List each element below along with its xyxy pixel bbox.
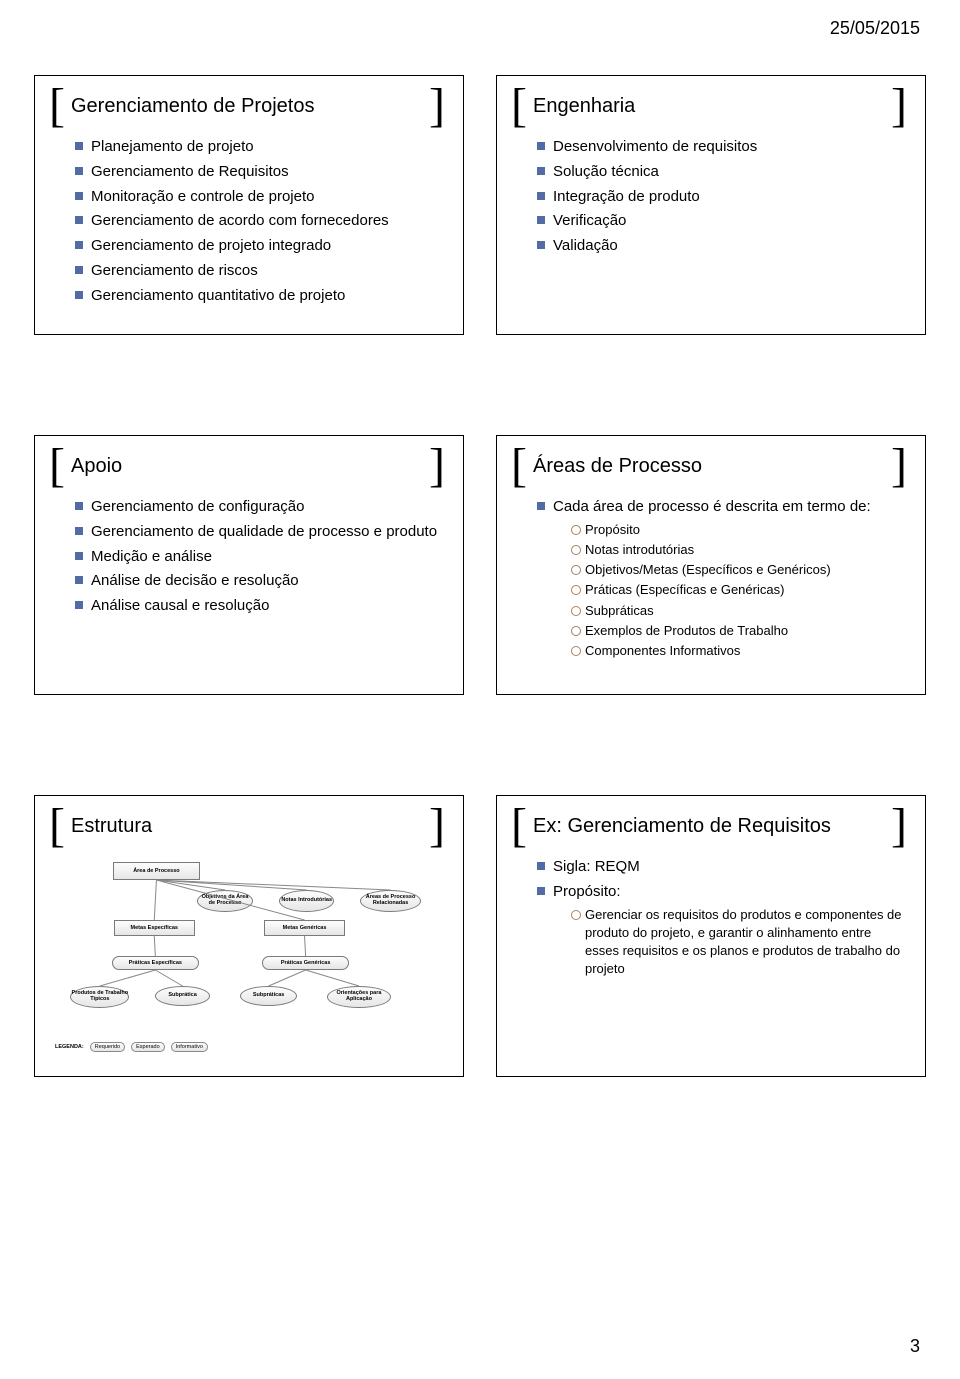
estrutura-diagram: Área de Processo Objetivos da Área de Pro… — [53, 856, 445, 1056]
bullet-list: Sigla: REQM Propósito: Gerenciar os requ… — [515, 856, 907, 978]
legend-chip: Esperado — [131, 1042, 165, 1052]
slide-title: Áreas de Processo — [527, 455, 891, 478]
slide-title: Apoio — [65, 455, 429, 478]
bracket-left: [ — [511, 450, 527, 482]
sub-item: Subpráticas — [571, 602, 907, 620]
list-item: Gerenciamento quantitativo de projeto — [75, 285, 445, 307]
item-text: Cada área de processo é descrita em term… — [553, 498, 871, 515]
item-text: Propósito: — [553, 883, 621, 900]
diagram-node: Práticas Específicas — [112, 956, 199, 970]
bullet-list: Cada área de processo é descrita em term… — [515, 496, 907, 660]
diagram-node: Produtos de Trabalho Típicos — [70, 986, 129, 1008]
slide-apoio: [ Apoio ] Gerenciamento de configuração … — [34, 435, 464, 695]
list-item: Gerenciamento de riscos — [75, 260, 445, 282]
slide-title-wrap: [ Ex: Gerenciamento de Requisitos ] — [511, 810, 907, 842]
bracket-left: [ — [511, 90, 527, 122]
slide-title-wrap: [ Áreas de Processo ] — [511, 450, 907, 482]
sub-item: Exemplos de Produtos de Trabalho — [571, 622, 907, 640]
bracket-right: ] — [891, 450, 907, 482]
slide-estrutura: [ Estrutura ] Área de Processo Objetivos … — [34, 795, 464, 1077]
list-item: Solução técnica — [537, 161, 907, 183]
diagram-legend: LEGENDA:RequeridoEsperadoInformativo — [55, 1042, 208, 1052]
slide-reqm: [ Ex: Gerenciamento de Requisitos ] Sigl… — [496, 795, 926, 1077]
sub-item: Propósito — [571, 521, 907, 539]
bracket-right: ] — [891, 810, 907, 842]
diagram-node: Subprática — [155, 986, 209, 1006]
diagram-node: Notas Introdutórias — [279, 890, 333, 912]
list-item: Cada área de processo é descrita em term… — [537, 496, 907, 660]
list-item: Gerenciamento de projeto integrado — [75, 235, 445, 257]
list-item: Validação — [537, 235, 907, 257]
list-item: Gerenciamento de configuração — [75, 496, 445, 518]
list-item: Medição e análise — [75, 546, 445, 568]
slide-title-wrap: [ Apoio ] — [49, 450, 445, 482]
list-item: Desenvolvimento de requisitos — [537, 136, 907, 158]
list-item: Integração de produto — [537, 186, 907, 208]
bracket-left: [ — [511, 810, 527, 842]
list-item: Gerenciamento de acordo com fornecedores — [75, 210, 445, 232]
slide-title: Estrutura — [65, 815, 429, 838]
sub-list: Gerenciar os requisitos do produtos e co… — [553, 906, 907, 979]
sub-item: Objetivos/Metas (Específicos e Genéricos… — [571, 561, 907, 579]
diagram-node: Orientações para Aplicação — [327, 986, 390, 1008]
list-item: Monitoração e controle de projeto — [75, 186, 445, 208]
diagram-node: Área de Processo — [113, 862, 200, 880]
legend-chip: Requerido — [90, 1042, 125, 1052]
slide-title-wrap: [ Gerenciamento de Projetos ] — [49, 90, 445, 122]
diagram-node: Práticas Genéricas — [262, 956, 349, 970]
diagram-node: Metas Genéricas — [264, 920, 345, 936]
bracket-right: ] — [429, 450, 445, 482]
slide-title-wrap: [ Engenharia ] — [511, 90, 907, 122]
slide-title-wrap: [ Estrutura ] — [49, 810, 445, 842]
slide-grid: [ Gerenciamento de Projetos ] Planejamen… — [34, 75, 926, 1077]
page-date: 25/05/2015 — [830, 18, 920, 39]
bracket-left: [ — [49, 810, 65, 842]
bracket-right: ] — [891, 90, 907, 122]
list-item: Análise de decisão e resolução — [75, 570, 445, 592]
legend-chip: Informativo — [171, 1042, 208, 1052]
slide-title: Engenharia — [527, 95, 891, 118]
diagram-node: Objetivos da Área de Processo — [197, 890, 254, 912]
bracket-left: [ — [49, 90, 65, 122]
diagram-node: Áreas de Processo Relacionadas — [360, 890, 421, 912]
list-item: Planejamento de projeto — [75, 136, 445, 158]
bracket-right: ] — [429, 90, 445, 122]
list-item: Análise causal e resolução — [75, 595, 445, 617]
list-item: Sigla: REQM — [537, 856, 907, 878]
diagram-node: Subpráticas — [240, 986, 297, 1006]
bracket-left: [ — [49, 450, 65, 482]
sub-item: Notas introdutórias — [571, 541, 907, 559]
bullet-list: Planejamento de projeto Gerenciamento de… — [53, 136, 445, 306]
sub-item: Componentes Informativos — [571, 642, 907, 660]
list-item: Gerenciamento de Requisitos — [75, 161, 445, 183]
slide-title: Gerenciamento de Projetos — [65, 95, 429, 118]
slide-gerenciamento-projetos: [ Gerenciamento de Projetos ] Planejamen… — [34, 75, 464, 335]
page-number: 3 — [910, 1336, 920, 1357]
list-item: Gerenciamento de qualidade de processo e… — [75, 521, 445, 543]
list-item: Verificação — [537, 210, 907, 232]
bullet-list: Desenvolvimento de requisitos Solução té… — [515, 136, 907, 257]
bullet-list: Gerenciamento de configuração Gerenciame… — [53, 496, 445, 617]
list-item: Propósito: Gerenciar os requisitos do pr… — [537, 881, 907, 979]
sub-list: Propósito Notas introdutórias Objetivos/… — [553, 521, 907, 660]
slide-areas-processo: [ Áreas de Processo ] Cada área de proce… — [496, 435, 926, 695]
slide-title: Ex: Gerenciamento de Requisitos — [527, 815, 891, 838]
diagram-node: Metas Específicas — [114, 920, 195, 936]
sub-item: Práticas (Específicas e Genéricas) — [571, 581, 907, 599]
bracket-right: ] — [429, 810, 445, 842]
slide-engenharia: [ Engenharia ] Desenvolvimento de requis… — [496, 75, 926, 335]
sub-item: Gerenciar os requisitos do produtos e co… — [571, 906, 907, 979]
